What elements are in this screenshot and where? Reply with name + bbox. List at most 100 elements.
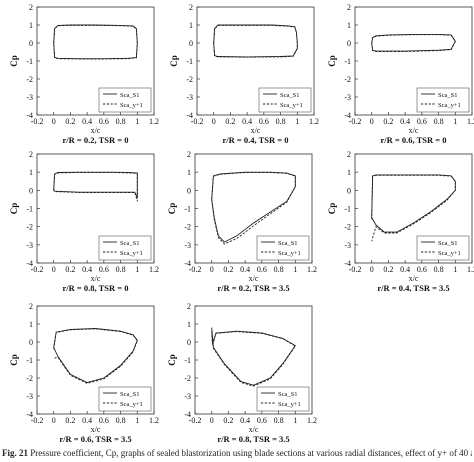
x-tick-label: -0.2 bbox=[189, 416, 202, 425]
y-tick-label: 1 bbox=[29, 320, 33, 329]
x-tick-label: 1 bbox=[293, 265, 297, 274]
panel-title: r/R = 0.6, TSR = 3.5 bbox=[59, 434, 131, 444]
x-tick-label: 0.4 bbox=[240, 416, 250, 425]
x-axis-label: x/c bbox=[249, 274, 259, 283]
x-axis-label: x/c bbox=[409, 274, 419, 283]
caption-label: Fig. 21 bbox=[2, 448, 28, 458]
panel-title: r/R = 0.2, TSR = 3.5 bbox=[217, 283, 289, 293]
x-tick-label: -0.2 bbox=[31, 117, 44, 126]
legend-label: Sca_S1 bbox=[438, 92, 458, 99]
x-tick-label: 0.4 bbox=[82, 416, 92, 425]
x-tick-label: 0 bbox=[370, 117, 374, 126]
legend-box bbox=[258, 87, 312, 113]
y-tick-label: -2 bbox=[344, 223, 351, 232]
x-tick-label: 0 bbox=[52, 117, 56, 126]
x-tick-label: 1 bbox=[135, 117, 139, 126]
y-tick-label: -4 bbox=[344, 259, 351, 268]
y-tick-label: -3 bbox=[26, 93, 33, 102]
panel-title: r/R = 0.4, TSR = 3.5 bbox=[377, 283, 449, 293]
y-tick-label: -4 bbox=[26, 259, 33, 268]
x-tick-label: 0.6 bbox=[99, 416, 109, 425]
legend-label: Sca_S1 bbox=[438, 240, 458, 247]
x-tick-label: 0.6 bbox=[257, 265, 267, 274]
x-tick-label: 1.2 bbox=[149, 117, 159, 126]
x-tick-label: 1.2 bbox=[149, 265, 159, 274]
x-axis-label: x/c bbox=[249, 425, 259, 434]
x-tick-label: 1 bbox=[293, 416, 297, 425]
panel-title: r/R = 0.6, TSR = 0 bbox=[381, 135, 447, 145]
x-tick-label: -0.2 bbox=[191, 117, 204, 126]
chart-panel: 2 1 0 -1 -2 -3 -4-0.2 0 0.2 0.4 0.6 0.8 1 1.2 x/c Cp r/R… bbox=[327, 3, 474, 145]
x-tick-label: 0.6 bbox=[257, 416, 267, 425]
chart-panel: 2 1 0 -1 -2 -3 -4-0.2 0 0.2 0.4 0.6 0.8 1 1.2 x/c Cp r/R… bbox=[169, 3, 319, 145]
x-tick-label: 0.2 bbox=[65, 117, 75, 126]
legend-box bbox=[256, 235, 310, 261]
y-tick-label: 1 bbox=[189, 21, 193, 30]
y-tick-label: 0 bbox=[187, 338, 191, 347]
x-tick-label: 1.2 bbox=[307, 416, 317, 425]
legend-box bbox=[98, 87, 152, 113]
series-line bbox=[53, 172, 138, 202]
x-tick-label: 0.6 bbox=[259, 117, 269, 126]
y-tick-label: 0 bbox=[29, 186, 33, 195]
legend-label: Sca_S1 bbox=[278, 240, 298, 247]
y-tick-label: 2 bbox=[29, 150, 33, 159]
y-tick-label: -4 bbox=[186, 111, 193, 120]
x-axis-label: x/c bbox=[91, 274, 101, 283]
y-tick-label: 2 bbox=[29, 3, 33, 12]
y-tick-label: -1 bbox=[186, 57, 193, 66]
y-tick-label: -1 bbox=[26, 356, 33, 365]
legend-box bbox=[98, 235, 152, 261]
x-axis-label: x/c bbox=[251, 126, 261, 135]
y-axis-label: Cp bbox=[327, 203, 337, 215]
x-tick-label: 0 bbox=[52, 416, 56, 425]
x-tick-label: 0.6 bbox=[417, 117, 427, 126]
x-tick-label: -0.2 bbox=[189, 265, 202, 274]
y-tick-label: 0 bbox=[347, 186, 351, 195]
panel-title: r/R = 0.2, TSR = 0 bbox=[63, 135, 129, 145]
x-tick-label: 0 bbox=[52, 265, 56, 274]
y-tick-label: -2 bbox=[344, 75, 351, 84]
y-tick-label: -4 bbox=[26, 111, 33, 120]
x-tick-label: 0 bbox=[370, 265, 374, 274]
y-tick-label: -3 bbox=[184, 392, 191, 401]
y-tick-label: 0 bbox=[347, 39, 351, 48]
x-tick-label: -0.2 bbox=[31, 416, 44, 425]
x-axis-label: x/c bbox=[91, 425, 101, 434]
x-tick-label: 0.8 bbox=[434, 117, 444, 126]
y-tick-label: 0 bbox=[189, 39, 193, 48]
y-axis-label: Cp bbox=[327, 55, 337, 67]
legend-label: Sca_y+1 bbox=[120, 401, 143, 408]
x-tick-label: 1 bbox=[135, 265, 139, 274]
x-tick-label: -0.2 bbox=[349, 117, 362, 126]
y-tick-label: -2 bbox=[186, 75, 193, 84]
chart-panel: 2 1 0 -1 -2 -3 -4-0.2 0 0.2 0.4 0.6 0.8 1 1.2 x/c Cp r/R… bbox=[167, 150, 317, 293]
x-tick-label: 0.2 bbox=[383, 117, 393, 126]
x-tick-label: 0 bbox=[210, 265, 214, 274]
legend-label: Sca_S1 bbox=[278, 391, 298, 398]
series-line bbox=[211, 331, 296, 387]
y-axis-label: Cp bbox=[9, 354, 19, 366]
x-tick-label: 1 bbox=[135, 416, 139, 425]
x-tick-label: 0.4 bbox=[82, 265, 92, 274]
series-line bbox=[371, 34, 456, 52]
y-axis-label: Cp bbox=[169, 55, 179, 67]
x-axis-label: x/c bbox=[91, 126, 101, 135]
caption-text: Pressure coefficient, Cp, graphs of seal… bbox=[30, 448, 472, 458]
y-tick-label: -2 bbox=[26, 75, 33, 84]
x-tick-label: 0.2 bbox=[223, 416, 233, 425]
x-tick-label: 0.2 bbox=[65, 265, 75, 274]
y-tick-label: 0 bbox=[187, 186, 191, 195]
y-tick-label: -3 bbox=[186, 93, 193, 102]
series-line bbox=[211, 172, 296, 245]
y-tick-label: 2 bbox=[187, 150, 191, 159]
legend-label: Sca_y+1 bbox=[438, 102, 461, 109]
x-tick-label: 0.6 bbox=[417, 265, 427, 274]
panel-title: r/R = 0.8, TSR = 3.5 bbox=[217, 434, 289, 444]
x-tick-label: 0.4 bbox=[400, 117, 410, 126]
x-tick-label: 1.2 bbox=[149, 416, 159, 425]
x-tick-label: 0.6 bbox=[99, 117, 109, 126]
legend-box bbox=[416, 87, 470, 113]
legend-label: Sca_y+1 bbox=[280, 102, 303, 109]
x-tick-label: 0.4 bbox=[400, 265, 410, 274]
